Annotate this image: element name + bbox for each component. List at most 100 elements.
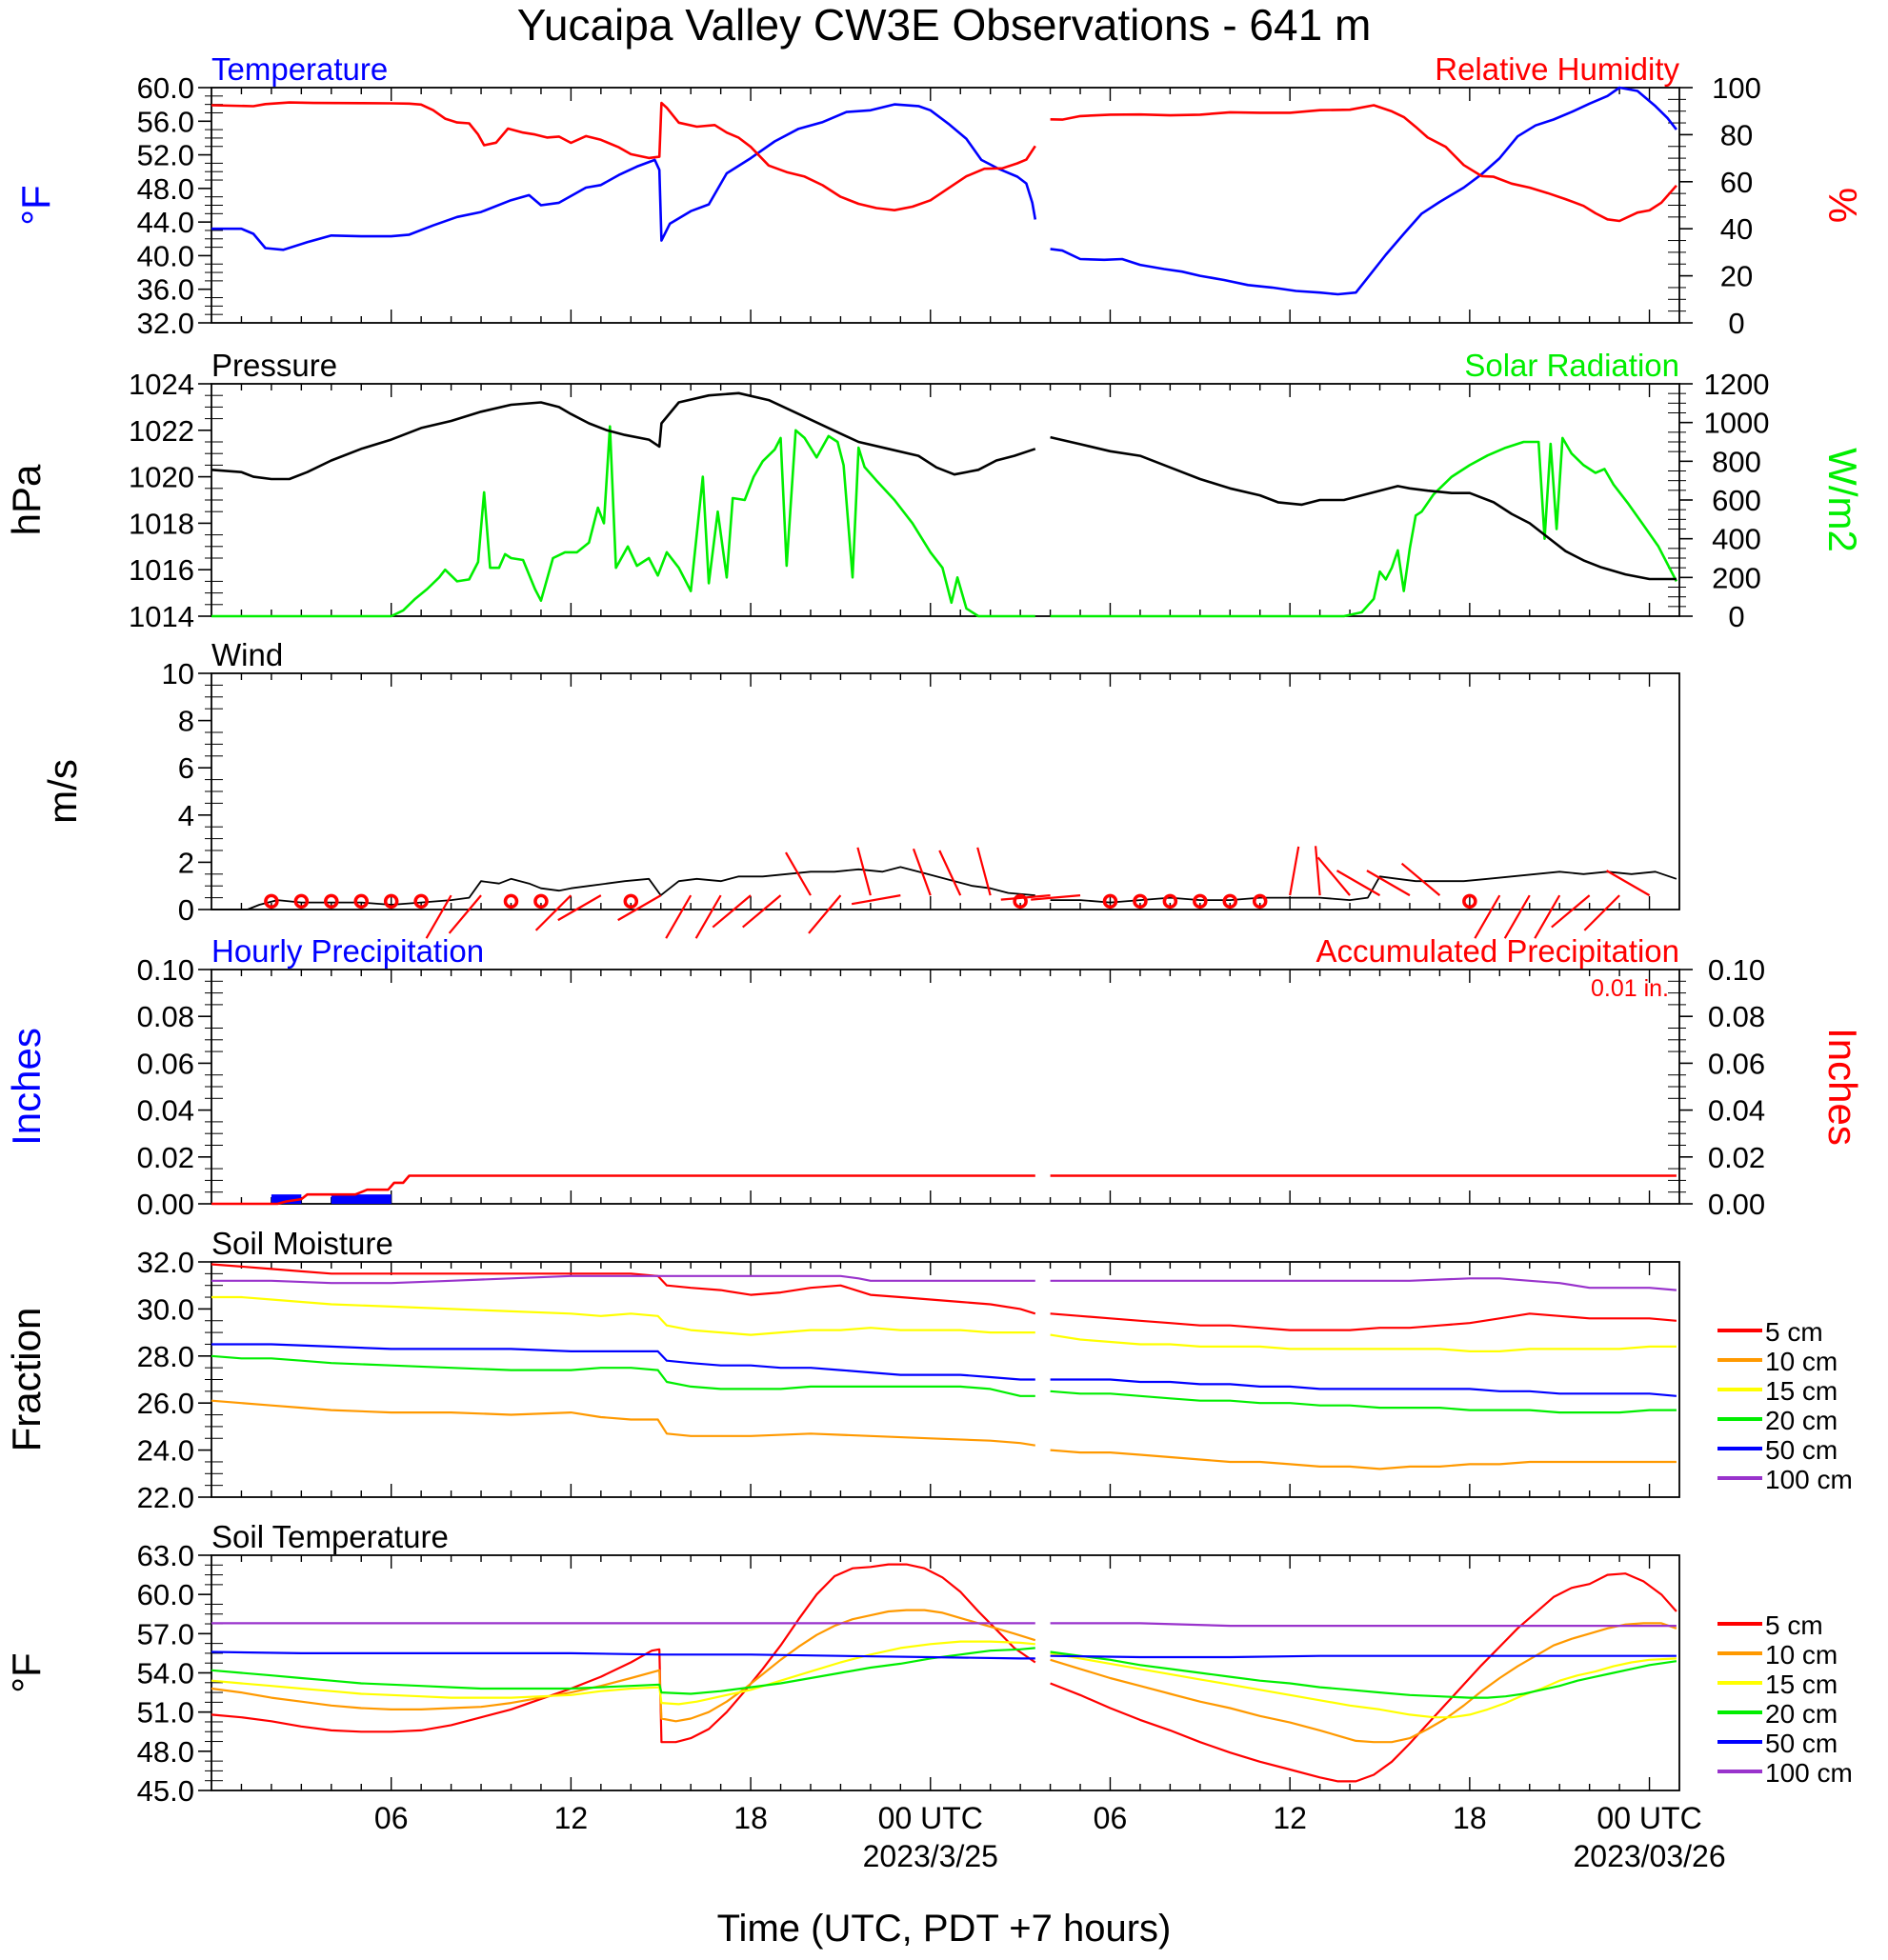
- precip-total-label: 0.01 in.: [1591, 975, 1669, 1002]
- y-tick-label: 0.06: [1708, 1047, 1765, 1080]
- panel-title-wind: Wind: [211, 637, 283, 672]
- panel-title-humidity: Relative Humidity: [1435, 51, 1679, 87]
- y-tick-label: 63.0: [137, 1539, 194, 1572]
- wind-barb: [1534, 894, 1561, 939]
- x-tick-label: 12: [554, 1801, 589, 1835]
- calm-wind-circle: [293, 893, 310, 910]
- y-axis-label-accum-precip: Inches: [1820, 1028, 1865, 1146]
- wind-barb: [1316, 856, 1351, 896]
- y-tick-label: 0: [178, 893, 194, 927]
- x-tick-label: 18: [1453, 1801, 1487, 1835]
- y-tick-label: 57.0: [137, 1617, 194, 1650]
- x-tick-label: 12: [1273, 1801, 1307, 1835]
- y-tick-label: 80: [1720, 118, 1753, 151]
- calm-wind-circle: [383, 893, 399, 910]
- wind-barb: [557, 894, 602, 922]
- calm-wind-circle: [1162, 893, 1178, 910]
- wind-barb: [856, 847, 872, 896]
- wind-barb: [1503, 894, 1531, 939]
- calm-wind-circle: [413, 893, 429, 910]
- y-tick-label: 32.0: [137, 307, 194, 340]
- plot-frame-4: [211, 1261, 1680, 1498]
- soil-moisture-line-5cm: [211, 1263, 1036, 1315]
- x-tick-label: 18: [733, 1801, 768, 1835]
- calm-wind-circle: [264, 893, 279, 910]
- x-tick-label: 06: [1094, 1801, 1128, 1835]
- wind-barb: [808, 894, 842, 934]
- humidity-line: [1050, 104, 1677, 223]
- y-tick-label: 1014: [129, 600, 194, 633]
- wind-barb: [851, 894, 901, 906]
- wind-barb: [976, 847, 992, 896]
- y-tick-label: 20: [1720, 260, 1753, 293]
- wind-barb: [1366, 870, 1411, 897]
- y-tick-label: 6: [178, 751, 194, 785]
- wind-barb: [785, 851, 812, 896]
- y-tick-label: 40.0: [137, 239, 194, 272]
- soil-temperature-line-15cm: [211, 1640, 1035, 1706]
- wind-barb: [1400, 862, 1441, 896]
- plot-frame-3: [211, 969, 1680, 1205]
- y-tick-label: 0.06: [137, 1047, 194, 1080]
- wind-barb: [1289, 846, 1300, 896]
- calm-wind-circle: [324, 893, 339, 910]
- wind-barb: [694, 894, 722, 939]
- y-tick-label: 48.0: [137, 1735, 194, 1769]
- y-axis-label-humidity: %: [1820, 188, 1865, 223]
- panel-title-accum-precip: Accumulated Precipitation: [1316, 933, 1679, 969]
- accumulated-precip-line: [211, 1174, 1035, 1206]
- wind-barb: [1000, 894, 1051, 901]
- calm-wind-circle: [503, 893, 519, 910]
- legend-label: 100 cm: [1765, 1465, 1853, 1494]
- y-tick-label: 1022: [129, 414, 194, 448]
- y-tick-label: 60.0: [137, 71, 194, 105]
- legend-label: 15 cm: [1765, 1670, 1838, 1699]
- y-tick-label: 0.10: [137, 953, 194, 987]
- legend-label: 100 cm: [1765, 1758, 1853, 1788]
- soil-temperature-line-10cm: [211, 1609, 1036, 1723]
- temperature-line: [1050, 86, 1677, 296]
- panel-title-soil-temperature: Soil Temperature: [211, 1519, 449, 1554]
- legend-label: 20 cm: [1765, 1699, 1838, 1729]
- wind-barb: [665, 894, 693, 939]
- y-tick-label: 0.04: [1708, 1094, 1765, 1128]
- hourly-precip-bar: [271, 1194, 302, 1204]
- y-tick-label: 60.0: [137, 1578, 194, 1611]
- y-tick-label: 4: [178, 799, 194, 832]
- soil-temperature-line-20cm: [211, 1647, 1035, 1695]
- calm-wind-circle: [533, 893, 549, 910]
- y-tick-label: 0: [1728, 600, 1744, 633]
- y-tick-label: 56.0: [137, 105, 194, 138]
- panel-title-soil-moisture: Soil Moisture: [211, 1226, 393, 1261]
- soil-moisture-line-15cm: [1050, 1333, 1677, 1352]
- y-axis-label-hourly-precip: Inches: [4, 1028, 49, 1146]
- legend-label: 10 cm: [1765, 1347, 1838, 1376]
- solar-radiation-line: [211, 425, 1035, 618]
- soil-temperature-line-10cm: [1050, 1622, 1677, 1744]
- soil-moisture-line-50cm: [211, 1343, 1035, 1381]
- y-tick-label: 800: [1712, 445, 1761, 478]
- panel-title-solar: Solar Radiation: [1464, 348, 1679, 383]
- y-tick-label: 1018: [129, 507, 194, 540]
- soil-temperature-line-15cm: [1050, 1651, 1677, 1719]
- soil-moisture-line-100cm: [1050, 1277, 1677, 1291]
- wind-barb: [938, 850, 962, 896]
- calm-wind-circle: [1133, 893, 1148, 910]
- calm-wind-circle: [353, 893, 369, 910]
- wind-barb: [912, 848, 932, 896]
- wind-barb: [1336, 870, 1381, 897]
- y-axis-label-wind: m/s: [40, 759, 85, 824]
- y-axis-label-soil-moisture: Fraction: [4, 1308, 49, 1452]
- y-tick-label: 1016: [129, 553, 194, 587]
- hourly-precip-bar: [331, 1194, 392, 1204]
- wind-barb: [1583, 894, 1620, 931]
- y-tick-label: 600: [1712, 484, 1761, 517]
- y-axis-label-solar: W/m2: [1820, 448, 1865, 552]
- y-tick-label: 48.0: [137, 172, 194, 206]
- wind-barb: [712, 894, 752, 929]
- wind-barb: [448, 894, 482, 934]
- soil-temperature-line-100cm: [1050, 1622, 1677, 1628]
- y-tick-label: 0.00: [1708, 1188, 1765, 1221]
- y-axis-label-pressure: hPa: [4, 464, 49, 535]
